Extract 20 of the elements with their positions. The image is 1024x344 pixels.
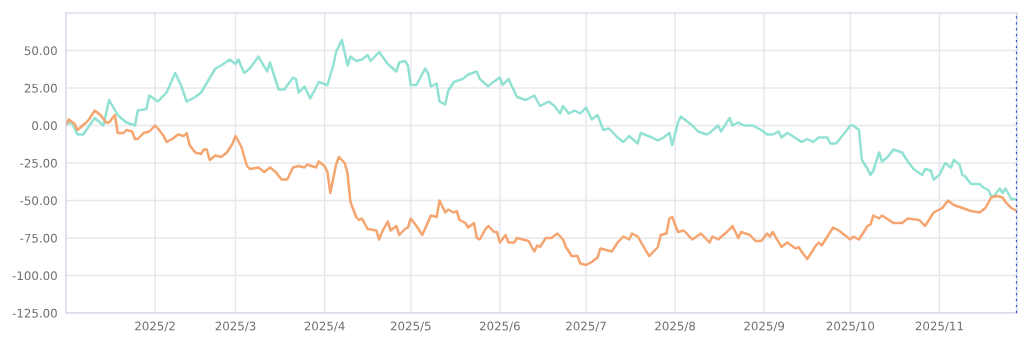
x-tick-label: 2025/5: [390, 321, 431, 332]
x-tick-label: 2025/9: [744, 321, 785, 332]
y-tick-label: 25.00: [24, 83, 57, 93]
y-tick-label: -100.00: [12, 271, 57, 281]
y-tick-label: -75.00: [20, 233, 57, 243]
x-tick-label: 2025/4: [304, 321, 345, 332]
x-tick-label: 2025/8: [655, 321, 696, 332]
y-tick-label: -50.00: [20, 196, 57, 206]
x-tick-label: 2025/11: [915, 321, 963, 332]
x-tick-label: 2025/3: [215, 321, 256, 332]
x-tick-label: 2025/6: [479, 321, 520, 332]
line-series: [66, 38, 1017, 201]
x-tick-label: 2025/10: [826, 321, 875, 332]
y-tick-label: -125.00: [12, 308, 57, 318]
line-series: [66, 109, 1017, 267]
y-tick-label: 0.00: [32, 121, 57, 131]
x-tick-label: 2025/7: [566, 321, 606, 332]
y-tick-label: 50.00: [24, 46, 57, 56]
x-tick-label: 2025/2: [135, 321, 175, 332]
y-tick-label: -25.00: [20, 158, 57, 168]
